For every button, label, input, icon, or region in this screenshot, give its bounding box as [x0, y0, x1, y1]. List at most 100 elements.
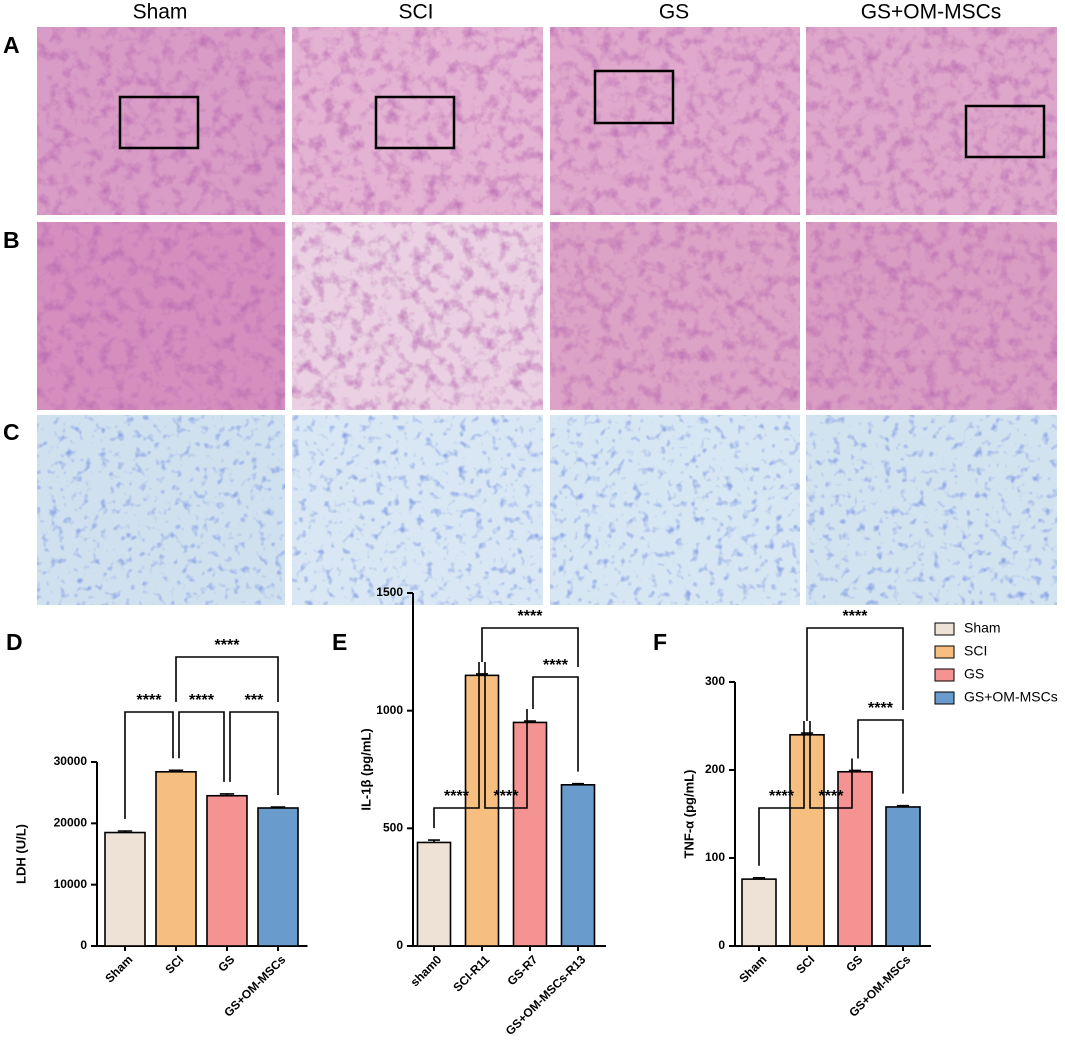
bar	[416, 841, 452, 947]
image-texture	[292, 415, 543, 605]
legend-swatch	[934, 691, 955, 705]
panel-letter: D	[6, 629, 23, 655]
significance-label: ****	[518, 608, 544, 625]
image-texture	[37, 222, 285, 410]
significance-bracket	[857, 719, 904, 794]
significance-label: ***	[245, 692, 264, 709]
significance-label: ****	[819, 788, 845, 805]
image-texture	[806, 27, 1057, 215]
x-tick-label: GS+OM-MSCs-R13	[503, 952, 589, 1038]
row-b	[37, 222, 1057, 410]
bar	[206, 794, 248, 947]
x-tick-label: Sham	[736, 952, 769, 985]
image-texture	[37, 415, 285, 605]
bar	[257, 807, 299, 947]
error-bar	[524, 720, 536, 723]
error-bar	[117, 830, 133, 833]
y-tick-label: 0	[396, 938, 403, 952]
bar	[560, 783, 596, 947]
zoom-box	[374, 95, 456, 150]
significance-bracket	[229, 711, 279, 796]
zoom-box	[118, 95, 200, 150]
y-tick-label: 10000	[54, 877, 88, 891]
significance-label: ****	[189, 692, 215, 709]
significance-bracket	[484, 661, 528, 809]
bar	[885, 806, 921, 947]
significance-bracket	[481, 627, 579, 667]
image-texture	[550, 415, 800, 605]
significance-label: ****	[444, 788, 470, 805]
image-texture	[292, 27, 543, 215]
legend-label: GS	[964, 666, 984, 682]
significance-bracket	[178, 711, 225, 782]
column-header: GS+OM-MSCs	[861, 1, 1002, 24]
significance-bracket	[532, 676, 579, 772]
x-tick-label: GS	[215, 952, 237, 974]
bar	[104, 831, 146, 947]
bar	[155, 771, 197, 947]
significance-bracket	[809, 721, 853, 809]
row-c	[37, 415, 1057, 605]
x-tick-label: SCI-R11	[450, 952, 492, 994]
zoom-box	[964, 104, 1046, 159]
bar	[789, 733, 825, 947]
y-tick-label: 1000	[376, 703, 403, 717]
y-axis-label: LDH (U/L)	[13, 824, 28, 884]
row-label: A	[3, 32, 20, 58]
significance-label: ****	[769, 788, 795, 805]
y-tick-label: 0	[718, 938, 725, 952]
bar	[464, 674, 500, 947]
image-texture	[37, 27, 285, 215]
significance-bracket	[175, 656, 279, 702]
image-texture	[550, 222, 800, 410]
legend-label: SCI	[964, 643, 987, 659]
y-tick-label: 0	[80, 938, 87, 952]
column-header: SCI	[398, 1, 433, 24]
row-a	[37, 27, 1057, 215]
histology-grid	[37, 27, 1057, 605]
error-bar	[476, 673, 488, 676]
image-texture	[806, 415, 1057, 605]
legend-swatch	[934, 668, 955, 682]
column-header: GS	[659, 1, 689, 24]
image-texture	[292, 222, 543, 410]
bar	[741, 878, 777, 947]
legend-swatch	[934, 622, 955, 636]
x-tick-label: SCI	[793, 952, 817, 976]
error-bar	[219, 793, 235, 796]
y-tick-label: 300	[705, 674, 725, 688]
bar	[837, 770, 873, 947]
x-tick-label: sham0	[408, 952, 445, 989]
significance-bracket	[124, 711, 174, 819]
significance-label: ****	[843, 608, 869, 625]
y-tick-label: 20000	[54, 816, 88, 830]
panel-letter: F	[653, 629, 667, 655]
image-texture	[550, 27, 800, 215]
error-bar	[428, 839, 440, 843]
legend-label: Sham	[964, 620, 1001, 636]
column-header: Sham	[133, 1, 188, 24]
significance-bracket	[433, 661, 480, 829]
y-axis-label: IL-1β (pg/mL)	[358, 728, 373, 810]
legend-label: GS+OM-MSCs	[964, 689, 1058, 705]
row-label: C	[3, 419, 20, 445]
error-bar	[800, 732, 814, 735]
y-tick-label: 200	[705, 762, 725, 776]
row-label: B	[3, 227, 20, 253]
x-tick-label: GS	[843, 952, 865, 974]
significance-label: ****	[494, 788, 520, 805]
error-bar	[168, 769, 184, 772]
x-tick-label: Sham	[102, 952, 135, 985]
x-tick-label: GS-R7	[505, 952, 541, 988]
error-bar	[572, 782, 584, 785]
significance-label: ****	[215, 637, 241, 654]
significance-bracket	[806, 627, 904, 722]
x-tick-label: SCI	[162, 952, 186, 976]
error-bar	[896, 804, 910, 807]
significance-label: ****	[137, 692, 163, 709]
significance-label: ****	[543, 657, 569, 674]
error-bar	[270, 806, 286, 808]
bar	[512, 721, 548, 947]
image-texture	[806, 222, 1057, 410]
